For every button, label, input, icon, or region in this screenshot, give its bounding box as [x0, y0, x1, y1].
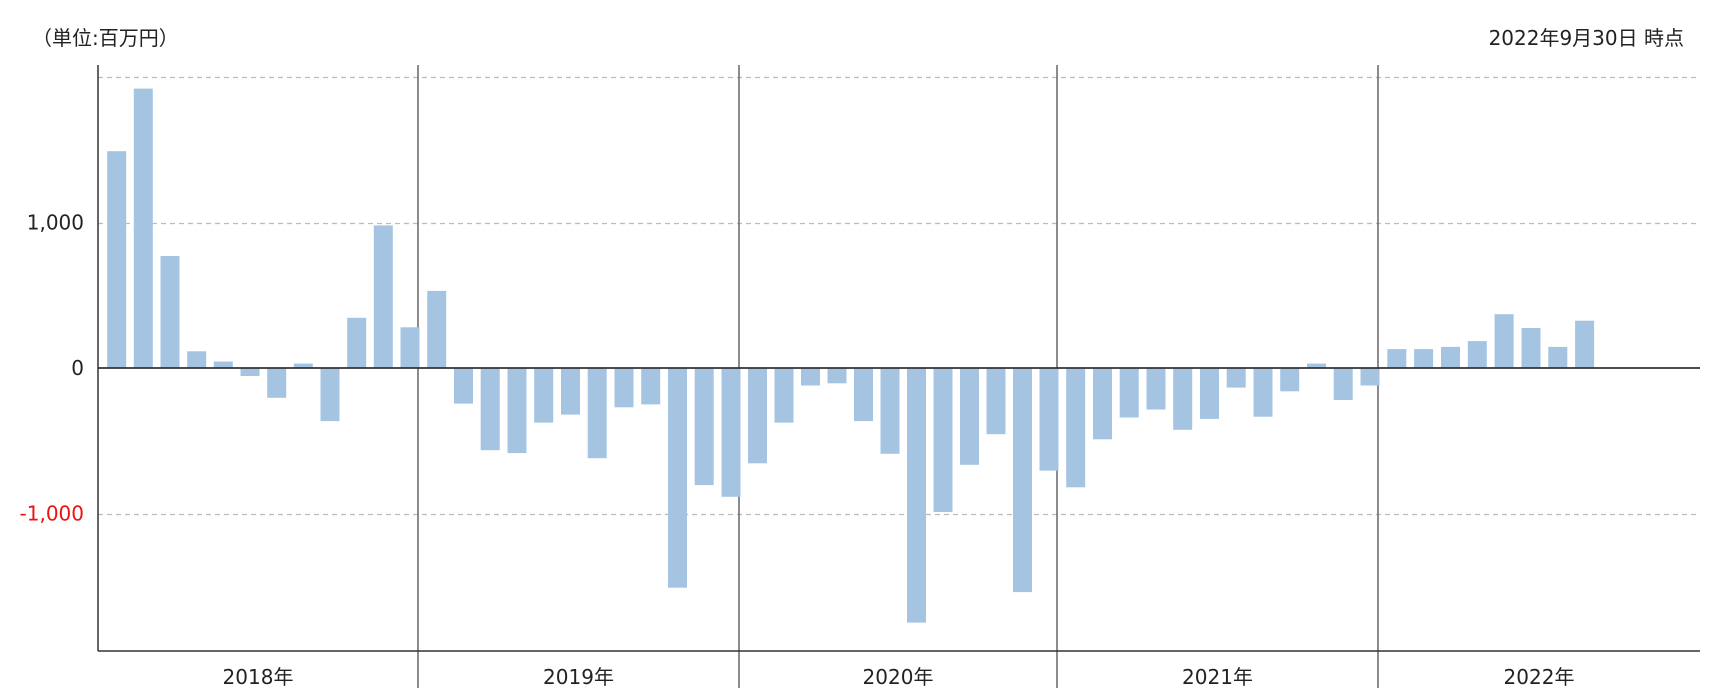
unit-label: （単位:百万円）: [32, 26, 179, 50]
y-tick-label: 0: [71, 356, 84, 380]
bar: [427, 290, 447, 368]
bar: [1013, 368, 1032, 593]
bar: [1575, 320, 1595, 368]
bar: [668, 368, 687, 588]
bar: [1200, 368, 1219, 419]
bar: [827, 368, 847, 384]
bar: [694, 368, 714, 486]
bar: [1521, 328, 1541, 368]
bar: [1441, 346, 1460, 368]
bar: [960, 368, 979, 465]
bar: [480, 368, 500, 451]
bar: [774, 368, 794, 423]
bar: [1333, 368, 1353, 400]
bar: [1093, 368, 1112, 440]
bar: [1360, 368, 1380, 386]
bar: [641, 368, 661, 405]
bar: [534, 368, 554, 423]
bar: [614, 368, 634, 408]
bar: [213, 361, 233, 368]
bar: [347, 317, 367, 368]
bar: [1119, 368, 1139, 418]
bar: [986, 368, 1006, 435]
bar: [880, 368, 900, 454]
bar: [1307, 363, 1326, 368]
bar: [748, 368, 767, 464]
bar: [1548, 346, 1568, 368]
as-of-date-label: 2022年9月30日 時点: [1488, 26, 1684, 50]
bar: [801, 368, 820, 386]
year-label: 2021年: [1182, 665, 1253, 688]
bar: [1066, 368, 1086, 488]
bar: [907, 368, 926, 623]
bar: [1387, 349, 1407, 368]
year-label: 2022年: [1504, 665, 1575, 688]
bar: [400, 327, 420, 368]
bar: [1494, 314, 1514, 368]
year-label: 2020年: [863, 665, 934, 688]
bar: [320, 368, 340, 422]
bar: [454, 368, 473, 404]
bar: [267, 368, 287, 398]
bar: [1173, 368, 1193, 430]
bar: [373, 225, 393, 368]
bar: [507, 368, 527, 454]
bar: [133, 88, 153, 368]
bar: [587, 368, 607, 459]
bar: [1146, 368, 1166, 410]
bar: [854, 368, 873, 422]
bar: [107, 151, 127, 368]
bar: [160, 256, 180, 368]
bar: [1467, 341, 1487, 368]
bar: [721, 368, 741, 497]
year-label: 2019年: [543, 665, 614, 688]
bar: [1280, 368, 1300, 392]
bar: [293, 363, 313, 368]
bar: [561, 368, 580, 415]
bar: [933, 368, 953, 512]
year-label: 2018年: [223, 665, 294, 688]
bar: [1039, 368, 1059, 471]
bar: [240, 368, 260, 376]
bar: [1414, 349, 1434, 368]
bar: [1253, 368, 1273, 417]
bar: [187, 351, 207, 368]
y-tick-label: 1,000: [27, 211, 84, 235]
y-tick-label: -1,000: [20, 502, 84, 526]
bar: [1226, 368, 1246, 388]
